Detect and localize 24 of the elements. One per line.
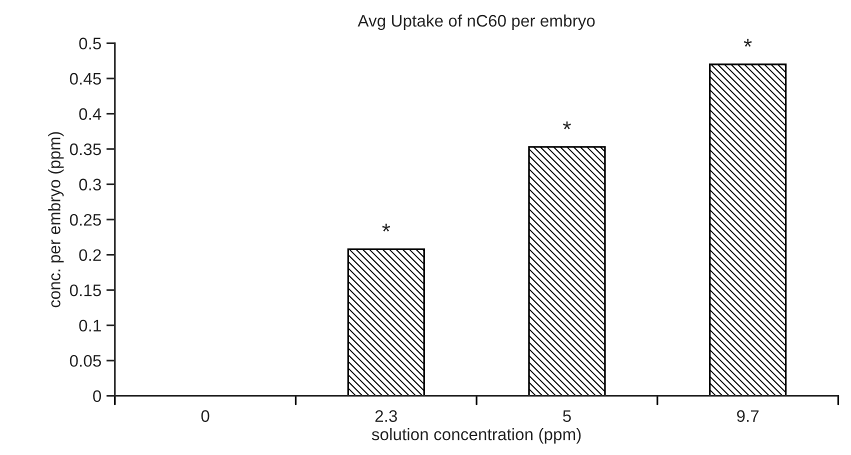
x-tick-label: 5 bbox=[563, 410, 571, 422]
y-tick-label: 0.15 bbox=[70, 284, 101, 296]
y-tick-label: 0.35 bbox=[70, 143, 101, 156]
y-tick-label: 0.2 bbox=[79, 249, 101, 262]
chart-title: Avg Uptake of nC60 per embryo bbox=[358, 14, 595, 30]
annotation: * bbox=[563, 121, 571, 130]
y-tick-label: 0.05 bbox=[70, 354, 101, 367]
y-tick-label: 0.45 bbox=[70, 72, 101, 85]
y-axis-title: conc. per embryo (ppm) bbox=[48, 132, 64, 308]
annotation: * bbox=[382, 224, 390, 232]
y-tick-label: 0.5 bbox=[79, 38, 101, 50]
y-tick-label: 0.3 bbox=[79, 178, 101, 190]
x-tick-label: 9.7 bbox=[737, 410, 759, 422]
bar bbox=[528, 146, 606, 396]
x-tick-label: 0 bbox=[201, 410, 210, 422]
y-tick-label: 0.4 bbox=[79, 108, 102, 120]
annotation: * bbox=[744, 38, 752, 47]
bar bbox=[709, 64, 787, 396]
y-tick-label: 0.25 bbox=[70, 214, 101, 226]
x-axis-title: solution concentration (ppm) bbox=[372, 428, 581, 444]
x-tick-label: 2.3 bbox=[375, 410, 397, 422]
bar bbox=[347, 248, 425, 396]
y-tick-label: 0 bbox=[93, 390, 102, 402]
y-tick-label: 0.1 bbox=[79, 320, 101, 332]
